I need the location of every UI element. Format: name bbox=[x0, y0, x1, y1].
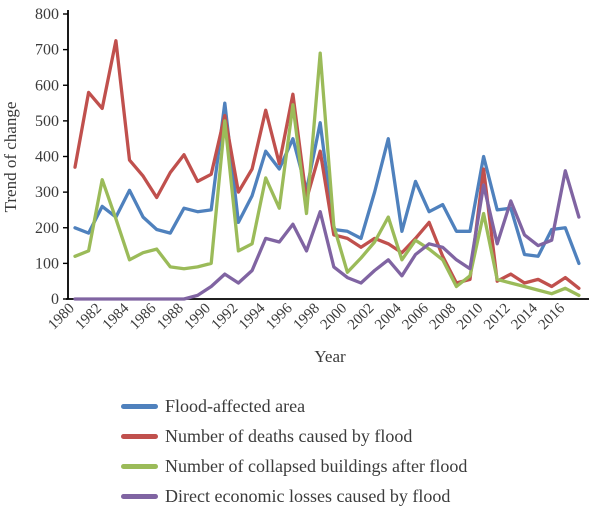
y-axis-tick-label: 300 bbox=[35, 184, 59, 201]
x-axis-tick-label: 2016 bbox=[536, 300, 569, 333]
x-axis-tick-label: 1992 bbox=[209, 301, 242, 334]
legend-item-flood-affected-area: Flood-affected area bbox=[121, 396, 467, 416]
x-axis-tick-label: 1986 bbox=[127, 300, 160, 333]
series-line-flood-affected-area bbox=[73, 101, 581, 266]
legend-label: Direct economic losses caused by flood bbox=[165, 486, 451, 506]
x-axis-tick-label: 1998 bbox=[291, 301, 324, 334]
y-axis-tick-label: 400 bbox=[35, 149, 59, 166]
legend-swatch-red-line bbox=[121, 433, 158, 439]
x-axis-tick-label: 2000 bbox=[318, 301, 351, 334]
x-axis-tick-label: 2006 bbox=[399, 300, 432, 333]
x-axis-tick-label: 2012 bbox=[481, 301, 514, 334]
x-axis-tick-label: 1994 bbox=[236, 300, 269, 333]
legend-item-deaths: Number of deaths caused by flood bbox=[121, 426, 467, 446]
x-axis-tick-label: 1984 bbox=[100, 300, 133, 333]
x-axis-tick-label: 2010 bbox=[454, 301, 487, 334]
legend-swatch-blue-line bbox=[121, 403, 158, 409]
legend-swatch-purple-line bbox=[121, 493, 158, 499]
series-line-collapsed-buildings bbox=[73, 51, 581, 298]
legend-swatch-green-line bbox=[121, 463, 158, 469]
legend-item-economic-losses: Direct economic losses caused by flood bbox=[121, 486, 467, 506]
x-axis-tick-label: 2014 bbox=[508, 300, 541, 333]
y-axis-title: Trend of change bbox=[1, 102, 20, 213]
chart-legend: Flood-affected area Number of deaths cau… bbox=[121, 396, 467, 506]
x-axis-title: Year bbox=[314, 347, 346, 366]
y-axis-tick-label: 600 bbox=[35, 77, 59, 94]
x-axis-tick-label: 2004 bbox=[372, 300, 405, 333]
line-chart: 0100200300400500600700800198019821984198… bbox=[1, 6, 589, 366]
x-axis-tick-label: 1996 bbox=[263, 300, 296, 333]
legend-label: Number of deaths caused by flood bbox=[165, 426, 413, 446]
series-line-economic-losses bbox=[73, 169, 581, 301]
x-axis-tick-label: 1988 bbox=[154, 301, 187, 334]
legend-label: Number of collapsed buildings after floo… bbox=[165, 456, 468, 476]
y-axis-tick-label: 500 bbox=[35, 113, 59, 130]
x-axis-tick-label: 2008 bbox=[427, 301, 460, 334]
x-axis-tick-label: 1982 bbox=[73, 301, 106, 334]
legend-label: Flood-affected area bbox=[165, 396, 306, 416]
y-axis-tick-label: 0 bbox=[51, 291, 59, 308]
y-axis-tick-label: 100 bbox=[35, 255, 59, 272]
legend-item-collapsed-buildings: Number of collapsed buildings after floo… bbox=[121, 456, 467, 476]
x-axis-tick-label: 1990 bbox=[182, 301, 215, 334]
x-axis-tick-label: 2002 bbox=[345, 301, 378, 334]
y-axis-tick-label: 700 bbox=[35, 42, 59, 59]
y-axis-tick-label: 800 bbox=[35, 6, 59, 23]
y-axis-tick-label: 200 bbox=[35, 220, 59, 237]
